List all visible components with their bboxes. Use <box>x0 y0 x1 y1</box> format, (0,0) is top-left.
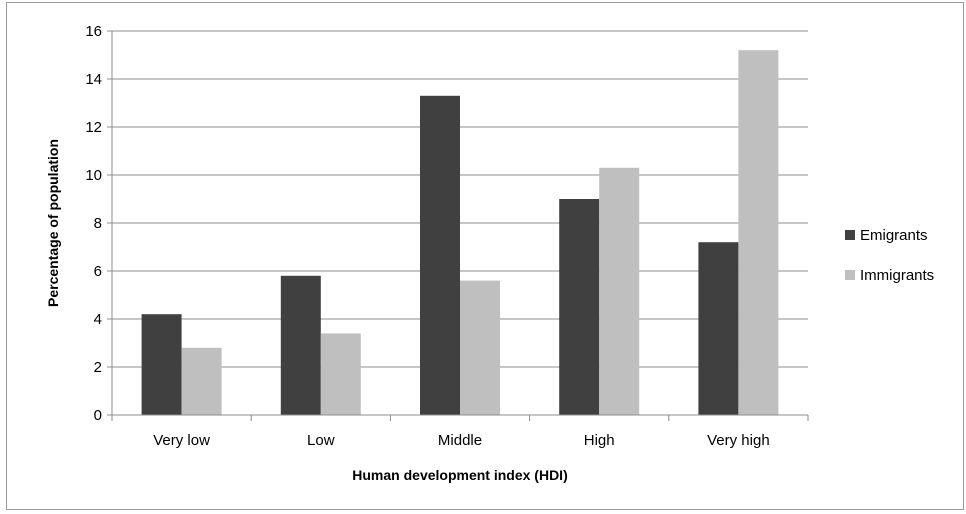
y-tick-label: 4 <box>94 311 102 328</box>
legend: Emigrants Immigrants <box>845 227 934 284</box>
y-tick-labels: 0 2 4 6 8 10 12 14 16 <box>85 23 102 424</box>
x-tick-label: Very high <box>707 432 770 449</box>
bar-emigrants-very-low <box>141 314 182 415</box>
bars <box>141 50 779 416</box>
bar-immigrants-very-high <box>738 50 779 415</box>
y-tick-label: 0 <box>94 407 102 424</box>
y-tick-label: 6 <box>94 263 102 280</box>
x-tick-label: High <box>584 432 615 449</box>
y-tick-label: 12 <box>85 119 102 136</box>
y-axis-title: Percentage of population <box>45 139 61 307</box>
bar-immigrants-high <box>599 167 640 415</box>
y-tick-label: 16 <box>85 23 102 40</box>
x-tick-label: Low <box>307 432 335 449</box>
bar-immigrants-low <box>320 333 361 415</box>
legend-swatch-immigrants <box>845 270 855 280</box>
chart-frame <box>6 2 964 510</box>
x-tick-labels: Very low Low Middle High Very high <box>153 432 769 449</box>
x-tick-label: Very low <box>153 432 210 449</box>
bar-emigrants-middle <box>420 95 460 416</box>
bar-emigrants-high <box>559 199 600 415</box>
x-axis-title: Human development index (HDI) <box>352 467 567 483</box>
legend-label-emigrants: Emigrants <box>860 227 928 244</box>
bar-emigrants-very-high <box>698 242 739 415</box>
y-tick-label: 8 <box>94 215 102 232</box>
y-tick-label: 2 <box>94 359 102 376</box>
bar-immigrants-middle <box>460 280 500 415</box>
y-tick-label: 14 <box>85 71 102 88</box>
y-tick-label: 10 <box>85 167 102 184</box>
legend-swatch-emigrants <box>845 230 855 240</box>
bar-emigrants-low <box>280 275 321 415</box>
axes <box>107 30 809 421</box>
bar-immigrants-very-low <box>181 347 222 415</box>
legend-label-immigrants: Immigrants <box>860 267 934 284</box>
x-tick-label: Middle <box>438 432 482 449</box>
